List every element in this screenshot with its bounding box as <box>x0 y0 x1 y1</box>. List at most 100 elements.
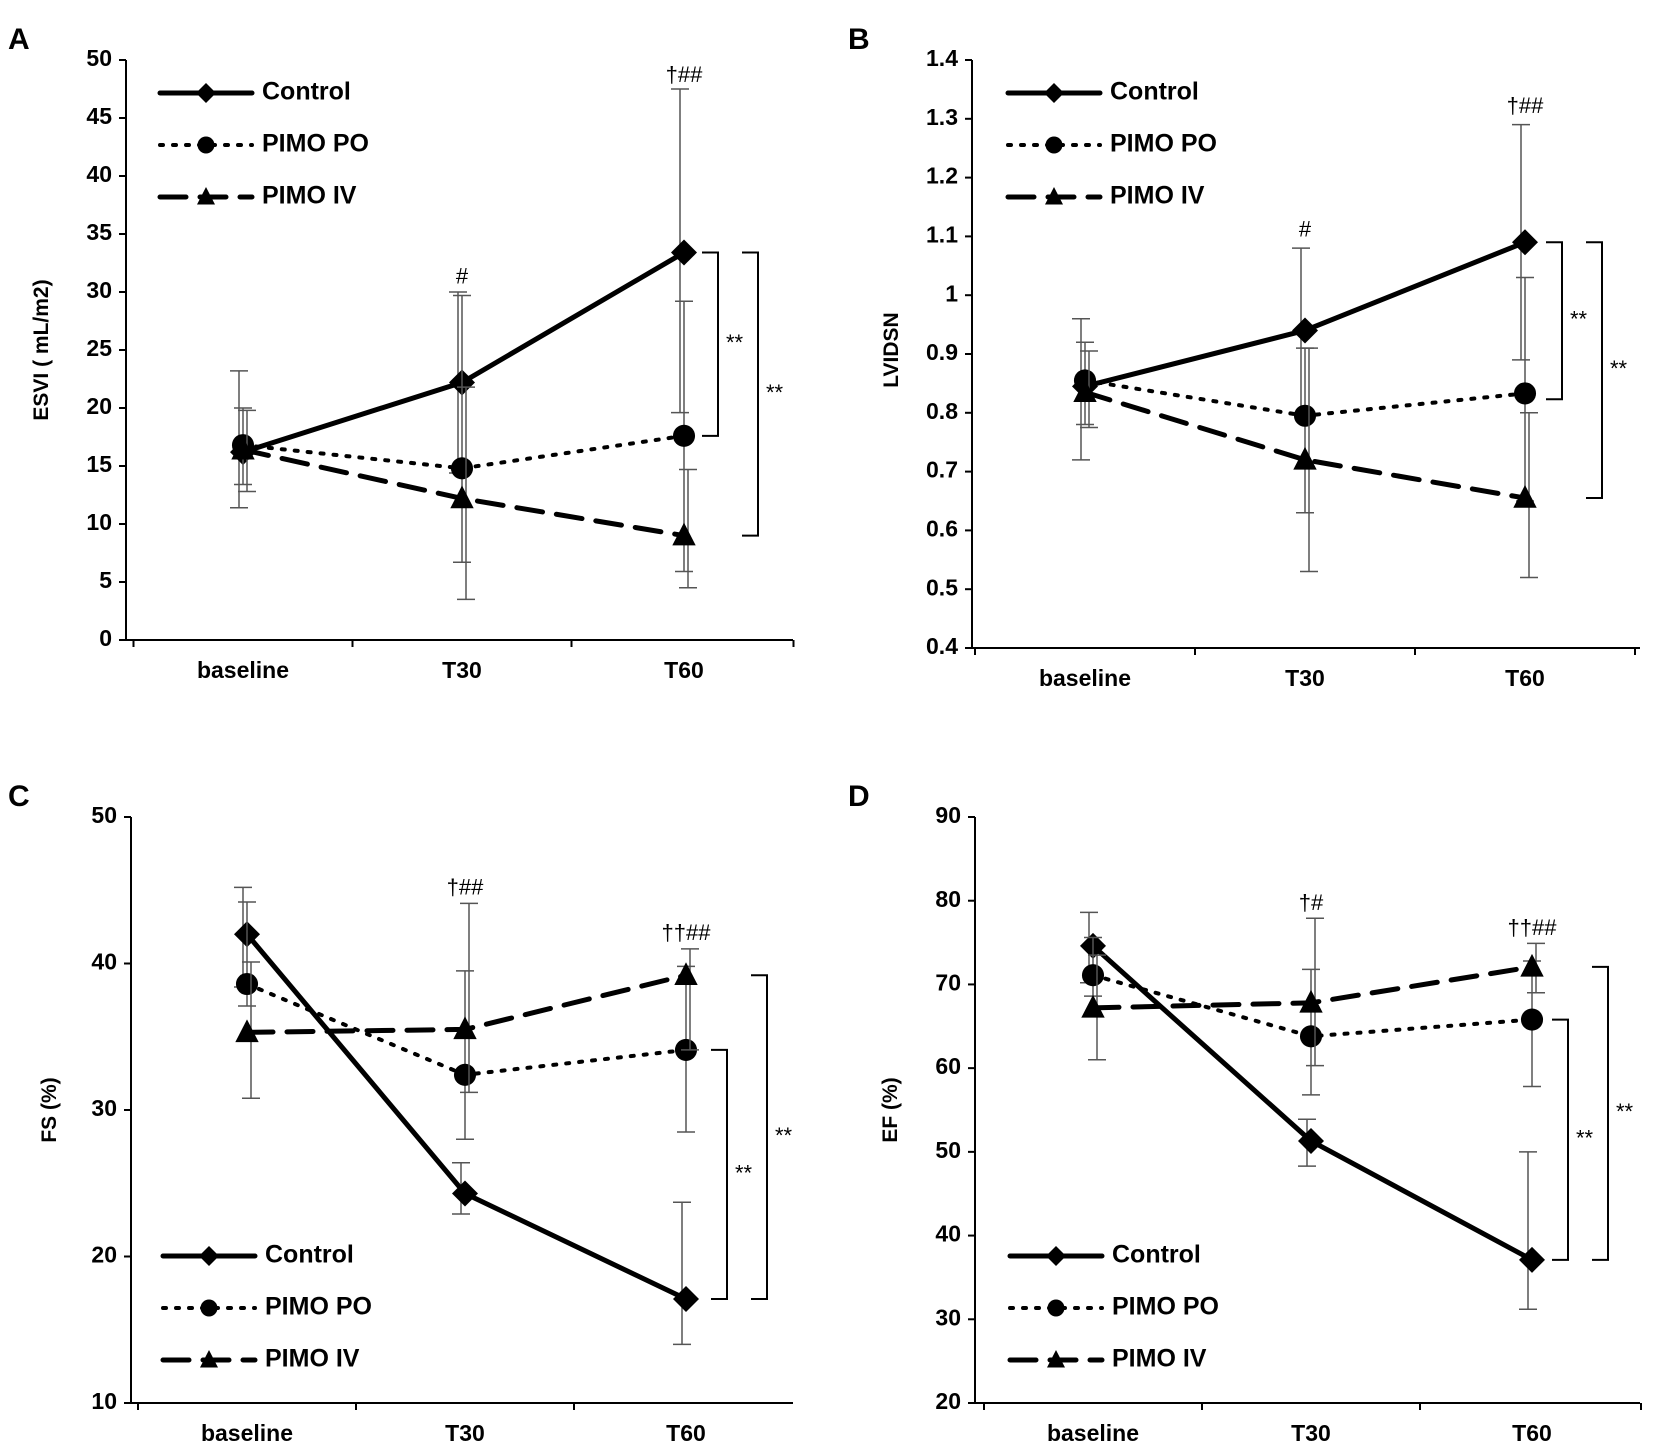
legend-label: Control <box>1112 1241 1201 1269</box>
significance-label: # <box>1299 216 1312 241</box>
y-tick-label: 25 <box>86 335 112 361</box>
bracket-label: ** <box>1570 307 1588 332</box>
legend-marker <box>197 136 215 154</box>
legend-label: Control <box>262 78 351 106</box>
data-point <box>1292 317 1318 344</box>
y-tick-label: 0.4 <box>926 633 958 659</box>
legend-label: PIMO IV <box>1112 1345 1207 1373</box>
series-pimo-po <box>1081 936 1544 1096</box>
significance-bracket <box>1546 241 1563 401</box>
legend-item-pimo-iv: PIMO IV <box>1007 1345 1207 1373</box>
legend-label: PIMO IV <box>265 1345 360 1373</box>
chart-panel-d: D 20 30 40 50 60 70 80 90 baseline T30 T60 EF (%) †# †… <box>848 780 1642 1446</box>
y-tick-label: 0.8 <box>926 398 958 424</box>
data-point <box>1513 485 1537 508</box>
y-tick-label: 50 <box>86 45 112 71</box>
significance-label: †## <box>1507 93 1544 118</box>
x-tick-label: T60 <box>1505 665 1545 691</box>
y-tick-label: 45 <box>86 103 112 129</box>
y-tick-label: 50 <box>935 1137 961 1163</box>
y-tick-label: 20 <box>91 1242 117 1268</box>
y-tick-label: 30 <box>935 1304 961 1330</box>
data-point <box>1513 382 1537 405</box>
significance-bracket <box>1552 1018 1569 1261</box>
data-point <box>671 239 697 266</box>
significance-bracket <box>1592 965 1609 1261</box>
legend-item-control: Control <box>1005 78 1199 106</box>
data-point <box>235 972 259 996</box>
y-tick-label: 0.6 <box>926 515 958 541</box>
data-point <box>674 962 698 985</box>
bracket-label: ** <box>735 1160 753 1185</box>
legend-marker <box>1045 136 1063 154</box>
y-tick-label: 30 <box>91 1095 117 1121</box>
significance-label: # <box>456 264 469 289</box>
bracket-label: ** <box>775 1123 793 1148</box>
chart-panel-a: A 0 5 10 15 20 25 30 35 40 45 50 baseline T30 T60 ESVI … <box>8 23 795 683</box>
y-tick-label: 40 <box>86 161 112 187</box>
y-tick-label: 1.4 <box>926 45 958 71</box>
y-tick-label: 35 <box>86 219 112 245</box>
y-tick-label: 0.5 <box>926 574 958 600</box>
panel-letter: A <box>8 23 30 56</box>
data-point <box>1293 446 1317 470</box>
legend-item-control: Control <box>1007 1241 1201 1269</box>
y-tick-label: 70 <box>935 970 961 996</box>
x-tick-label: T30 <box>442 657 482 683</box>
data-point <box>1520 1008 1544 1031</box>
y-tick-label: 15 <box>86 451 112 477</box>
data-point <box>453 1016 477 1040</box>
data-point <box>1081 994 1105 1018</box>
series-pimo-po <box>1073 276 1537 514</box>
y-axis-title: LVIDSN <box>880 312 903 387</box>
y-tick-label: 80 <box>935 886 961 912</box>
y-axis-title: ESVI ( mL/m2) <box>30 279 53 420</box>
significance-label: ††## <box>662 920 712 945</box>
data-point <box>450 457 474 480</box>
bracket-label: ** <box>766 380 784 405</box>
data-point <box>235 1019 259 1043</box>
significance-label: †# <box>1299 890 1324 915</box>
chart-panel-b: B 0.4 0.5 0.6 0.7 0.8 0.9 1 1.1 1.2 1.3 1.4 baseline… <box>848 23 1640 691</box>
panel-letter: C <box>8 780 30 813</box>
data-point <box>1519 1246 1545 1273</box>
significance-bracket <box>1586 241 1603 500</box>
y-tick-label: 50 <box>91 802 117 828</box>
bracket-label: ** <box>1616 1099 1634 1124</box>
y-tick-label: 1 <box>945 280 958 306</box>
significance-bracket <box>702 251 719 437</box>
x-tick-label: T30 <box>445 1420 485 1446</box>
panel-letter: B <box>848 23 870 56</box>
series-pimo-iv <box>1081 917 1545 1067</box>
x-tick-label: T60 <box>666 1420 706 1446</box>
legend-label: PIMO PO <box>1112 1293 1219 1321</box>
data-point <box>672 424 696 447</box>
legend-marker <box>196 83 216 103</box>
legend-label: PIMO PO <box>262 130 369 158</box>
y-tick-label: 5 <box>99 567 112 593</box>
legend-item-pimo-po: PIMO PO <box>161 1293 372 1321</box>
data-point <box>1299 989 1323 1013</box>
y-tick-label: 1.1 <box>926 221 958 247</box>
data-point <box>231 436 255 460</box>
data-point <box>1520 953 1544 977</box>
y-tick-label: 0 <box>99 625 112 651</box>
y-tick-label: 40 <box>935 1221 961 1247</box>
y-tick-label: 90 <box>935 802 961 828</box>
legend-item-pimo-iv: PIMO IV <box>157 182 357 210</box>
x-tick-label: T30 <box>1285 665 1325 691</box>
y-tick-label: 60 <box>935 1053 961 1079</box>
y-tick-label: 10 <box>91 1388 117 1414</box>
series-line <box>1082 389 1528 501</box>
significance-bracket <box>742 251 759 537</box>
legend-item-pimo-po: PIMO PO <box>1008 1293 1219 1321</box>
y-tick-label: 0.7 <box>926 457 958 483</box>
series-control <box>234 886 699 1346</box>
legend-item-control: Control <box>160 1241 354 1269</box>
legend-marker <box>197 187 215 205</box>
data-point <box>453 1063 477 1086</box>
x-tick-label: T60 <box>664 657 704 683</box>
bracket-label: ** <box>726 330 744 355</box>
legend-marker <box>1045 187 1063 205</box>
chart-panel-c: C 10 20 30 40 50 baseline T30 T60 FS (%) †## ††## **… <box>8 780 793 1446</box>
